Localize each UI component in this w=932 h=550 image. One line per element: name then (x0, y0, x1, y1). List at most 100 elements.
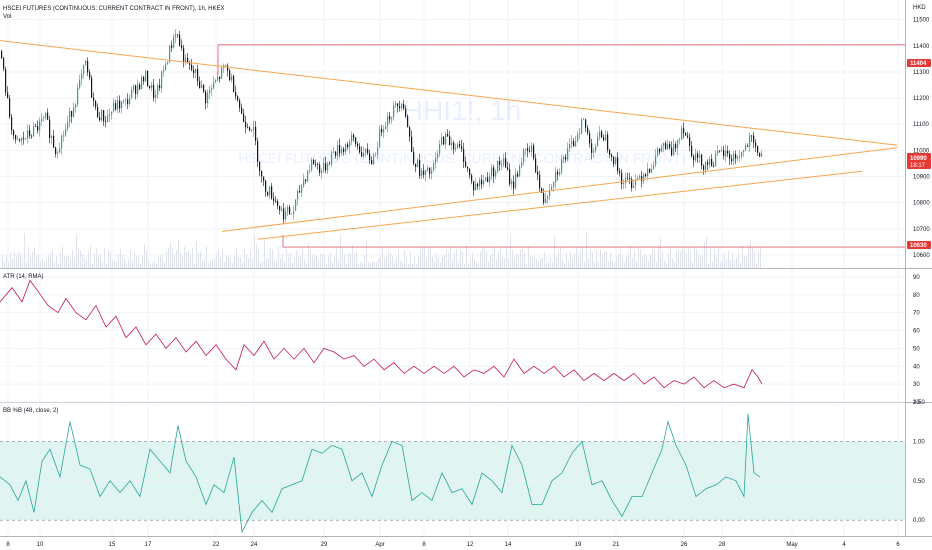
atr-tick[interactable]: 50 (913, 346, 920, 352)
price-tick[interactable]: 11500 (913, 18, 930, 24)
candlesticks[interactable] (1, 29, 763, 224)
time-tick[interactable]: 4 (842, 542, 846, 548)
time-tick[interactable]: 10 (37, 542, 44, 548)
atr-pane[interactable]: ATR (14, RMA) (0, 274, 905, 403)
volume-bar (214, 258, 215, 268)
candle-body (613, 156, 615, 164)
price-tick[interactable]: 11000 (913, 148, 930, 154)
time-tick[interactable]: 14 (505, 542, 512, 548)
time-tick[interactable]: 22 (213, 542, 220, 548)
trendlines[interactable] (0, 40, 898, 240)
price-tick[interactable]: 10600 (913, 253, 930, 259)
time-tick[interactable]: 28 (719, 542, 726, 548)
candle-body (411, 136, 413, 152)
candle-body (69, 111, 71, 122)
price-tick[interactable]: 10900 (913, 175, 930, 181)
volume-bar (310, 249, 311, 268)
volume-bar (266, 259, 267, 268)
price-tick[interactable]: 10700 (913, 227, 930, 233)
time-tick[interactable]: 19 (575, 542, 582, 548)
volume-bar (432, 257, 433, 268)
bb-tick[interactable]: 1.00 (913, 439, 925, 445)
volume-bar (542, 257, 543, 268)
bb-tick[interactable]: 0.00 (913, 518, 925, 524)
volume-bar (302, 248, 303, 268)
volume-bar (638, 246, 639, 268)
volume-bar (50, 253, 51, 268)
volume-bar (172, 248, 173, 268)
volume-bar (660, 238, 661, 268)
volume-bar (602, 255, 603, 268)
candle-body (645, 174, 647, 177)
atr-tick[interactable]: 90 (913, 275, 920, 281)
price-tick[interactable]: 11300 (913, 70, 930, 76)
atr-axis[interactable]: 90 80 70 60 50 40 30 20 (913, 275, 920, 406)
candle-body (443, 137, 445, 145)
candle-body (565, 156, 567, 160)
time-tick[interactable]: 24 (251, 542, 258, 548)
trendline[interactable] (257, 170, 863, 240)
atr-tick[interactable]: 30 (913, 382, 920, 388)
price-tick[interactable]: 11400 (913, 44, 930, 50)
currency-label[interactable]: HKD (913, 5, 926, 11)
time-tick[interactable]: 15 (109, 542, 116, 548)
time-tick[interactable]: 21 (613, 542, 620, 548)
time-tick[interactable]: Apr (375, 542, 384, 548)
bb-tick[interactable]: 0.50 (913, 479, 925, 485)
candle-body (581, 119, 583, 134)
volume-bar (692, 262, 693, 268)
candle-body (381, 128, 383, 133)
volume-bar (94, 253, 95, 268)
price-tick[interactable]: 10800 (913, 201, 930, 207)
candle-body (711, 159, 713, 166)
candle-body (593, 151, 595, 153)
candle-body (341, 148, 343, 154)
volume-bar (688, 248, 689, 268)
time-tick[interactable]: 17 (145, 542, 152, 548)
time-tick[interactable]: May (786, 542, 797, 548)
atr-tick[interactable]: 40 (913, 364, 920, 370)
volume-bar (618, 254, 619, 268)
atr-grid (0, 276, 905, 403)
time-tick[interactable]: 12 (467, 542, 474, 548)
atr-tick[interactable]: 80 (913, 293, 920, 299)
candle-body (751, 135, 753, 137)
time-tick[interactable]: 8 (422, 542, 426, 548)
volume-bar (128, 259, 129, 268)
price-tick[interactable]: 11200 (913, 96, 930, 102)
atr-tick[interactable]: 60 (913, 329, 920, 335)
trendline[interactable] (221, 147, 898, 232)
time-tick[interactable]: 29 (321, 542, 328, 548)
candle-body (395, 103, 397, 106)
volume-bar (580, 250, 581, 268)
time-tick[interactable]: 26 (681, 542, 688, 548)
volume-bar (630, 245, 631, 268)
bb-axis[interactable]: 1.50 1.00 0.50 0.00 (913, 400, 925, 524)
trendline[interactable] (0, 40, 898, 146)
volume-bar (388, 249, 389, 268)
candle-body (585, 119, 587, 128)
candle-body (135, 85, 137, 95)
volume-bar (28, 246, 29, 268)
bb-pane[interactable]: BB %B (48, close, 2) (0, 401, 905, 534)
time-axis[interactable]: 8 10 15 17 22 24 29 Apr 8 12 14 19 21 26 28 May 4 6 (6, 542, 900, 548)
volume-bar (386, 255, 387, 268)
atr-tick[interactable]: 20 (913, 400, 920, 406)
candle-body (467, 166, 469, 169)
candle-body (759, 152, 761, 157)
price-axis[interactable]: HKD 11500 11400 11300 11200 11100 11000 10900 1… (913, 5, 930, 259)
candle-body (291, 213, 293, 215)
time-tick[interactable]: 6 (896, 542, 900, 548)
bb-tick[interactable]: 1.50 (913, 400, 925, 406)
price-tick[interactable]: 11100 (913, 122, 929, 128)
atr-tick[interactable]: 70 (913, 311, 920, 317)
candle-body (355, 137, 357, 144)
bb-grid (0, 401, 905, 521)
time-tick[interactable]: 8 (6, 542, 10, 548)
candle-body (709, 159, 711, 165)
candle-body (679, 139, 681, 141)
volume-bar (756, 262, 757, 268)
horizontal-levels[interactable] (217, 44, 905, 248)
volume-bar (546, 262, 547, 268)
